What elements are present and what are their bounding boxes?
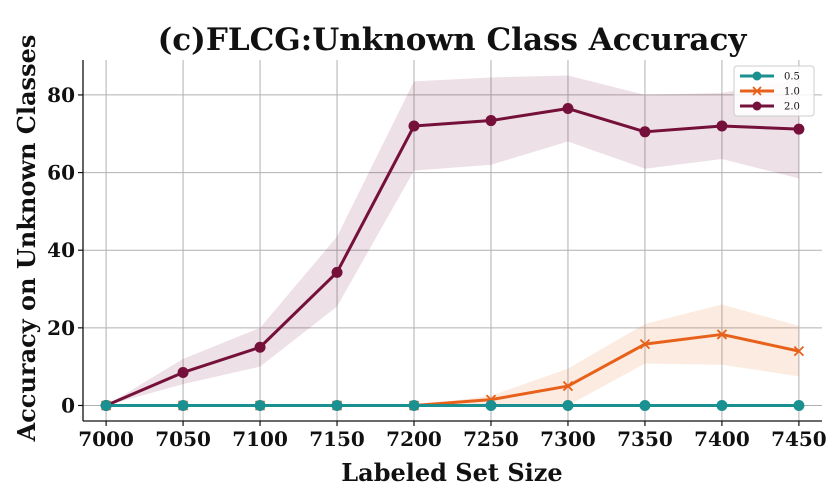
point-series-2-0-1 xyxy=(177,366,189,378)
y-axis-label: Accuracy on Unknown Classes xyxy=(12,35,41,443)
line-series-2-0 xyxy=(105,107,799,407)
x-tick-label-9: 7450 xyxy=(771,427,827,451)
point-series-0-5-7 xyxy=(639,399,651,411)
y-tick-label-2: 40 xyxy=(47,238,75,262)
axes xyxy=(78,60,822,426)
point-series-2-0-9 xyxy=(793,123,805,135)
point-series-0-5-3 xyxy=(331,399,343,411)
series-lines xyxy=(105,107,800,407)
legend-marker-1-0 xyxy=(752,86,762,96)
x-tick-label-5: 7250 xyxy=(463,427,519,451)
x-tick-label-0: 7000 xyxy=(78,427,134,451)
x-tick-label-7: 7350 xyxy=(617,427,673,451)
point-series-1-0-8 xyxy=(716,329,728,340)
y-tick-label-4: 80 xyxy=(47,83,75,107)
legend-marker-0-5 xyxy=(752,71,762,81)
point-series-1-0-7 xyxy=(639,339,651,350)
legend-entry-0-5: 0.5 xyxy=(740,71,800,83)
series-markers xyxy=(100,103,805,411)
point-series-0-5-9 xyxy=(793,399,805,411)
band-series-1-0 xyxy=(106,304,799,406)
legend-entry-1-0: 1.0 xyxy=(740,86,800,98)
point-series-0-5-4 xyxy=(408,399,420,411)
point-series-0-5-1 xyxy=(177,399,189,411)
point-series-2-0-3 xyxy=(331,266,343,278)
y-tick-label-1: 20 xyxy=(47,316,75,340)
legend-entry-2-0: 2.0 xyxy=(740,101,800,113)
x-tick-label-1: 7050 xyxy=(155,427,211,451)
y-tick-label-3: 60 xyxy=(47,161,75,185)
chart-title: (c)FLCG:Unknown Class Accuracy xyxy=(158,22,748,58)
x-tick-label-4: 7200 xyxy=(386,427,442,451)
legend-label-1-0: 1.0 xyxy=(784,87,800,98)
legend-label-0-5: 0.5 xyxy=(784,72,800,83)
point-series-0-5-8 xyxy=(716,399,728,411)
point-series-0-5-0 xyxy=(100,399,112,411)
x-axis-label: Labeled Set Size xyxy=(341,458,562,487)
point-series-0-5-6 xyxy=(562,399,574,411)
point-series-2-0-6 xyxy=(562,103,574,115)
x-tick-label-3: 7150 xyxy=(309,427,365,451)
point-series-0-5-2 xyxy=(254,399,266,411)
point-series-2-0-7 xyxy=(639,126,651,138)
y-tick-label-0: 0 xyxy=(61,393,75,417)
band-series-2-0 xyxy=(106,75,799,406)
point-series-2-0-8 xyxy=(716,120,728,132)
point-series-1-0-9 xyxy=(793,345,805,357)
point-series-0-5-5 xyxy=(485,399,497,411)
point-series-2-0-5 xyxy=(485,115,497,127)
point-series-2-0-4 xyxy=(408,120,420,132)
legend-marker-2-0 xyxy=(752,101,762,111)
legend-label-2-0: 2.0 xyxy=(784,102,800,113)
x-tick-label-6: 7300 xyxy=(540,427,596,451)
point-series-1-0-6 xyxy=(562,380,574,392)
tick-labels: 7000 7050 7100 7150 7200 7250 7300 7350 7400 7450… xyxy=(47,83,827,451)
confidence-bands xyxy=(106,75,799,406)
x-tick-label-2: 7100 xyxy=(232,427,288,451)
legend: 0.5 1.0 2.0 xyxy=(733,65,815,117)
x-tick-label-8: 7400 xyxy=(694,427,750,451)
point-series-2-0-2 xyxy=(254,341,266,353)
